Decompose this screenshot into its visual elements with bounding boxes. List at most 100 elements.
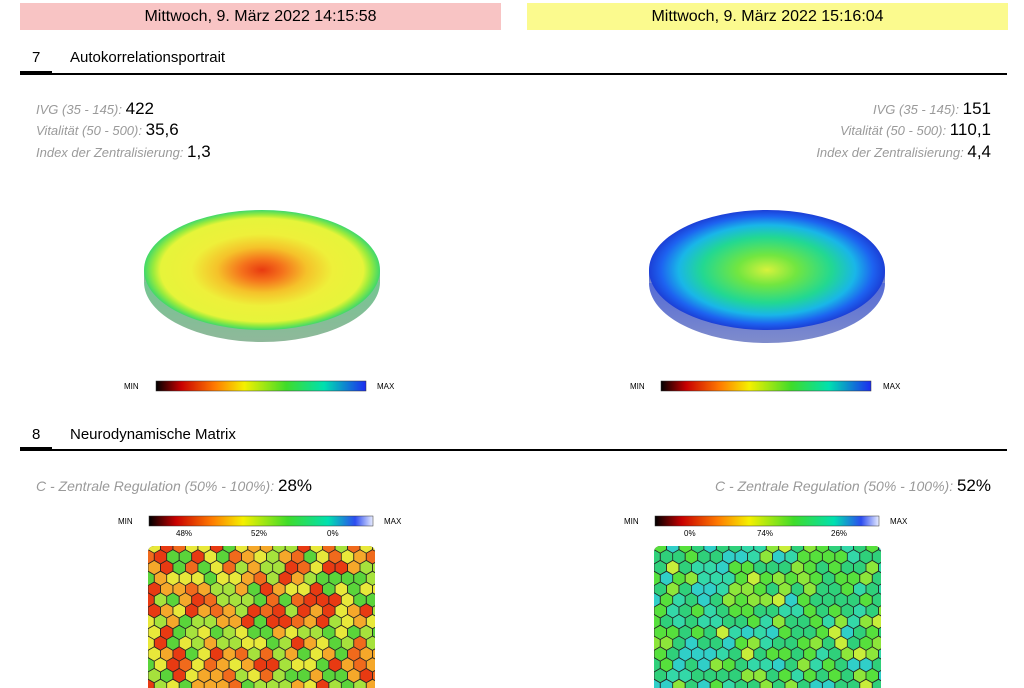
matrix-cell xyxy=(679,604,691,618)
matrix-cell xyxy=(379,572,391,585)
matrix-cell xyxy=(810,550,822,564)
matrix-cell xyxy=(698,593,710,607)
matrix-cell xyxy=(642,604,654,617)
matrix-cell xyxy=(298,604,310,618)
matrix-cell xyxy=(847,593,860,607)
matrix-cell xyxy=(366,593,375,607)
matrix-cell xyxy=(210,560,223,575)
matrix-cell xyxy=(304,571,316,586)
matrix-cell xyxy=(242,571,254,586)
matrix-cell xyxy=(372,668,375,683)
matrix-cell xyxy=(654,582,666,596)
matrix-cell xyxy=(872,679,881,688)
matrix-cell xyxy=(298,647,310,661)
matrix-cell xyxy=(754,582,766,596)
matrix-cell xyxy=(160,647,173,661)
matrix-cell xyxy=(885,572,897,585)
matrix-cell xyxy=(704,604,716,618)
matrix-cell xyxy=(179,658,192,672)
matrix-cell xyxy=(772,658,785,672)
matrix-cell xyxy=(198,604,210,618)
matrix-cell xyxy=(210,546,223,553)
matrix-cell xyxy=(679,560,691,575)
left-central-regulation-label: C - Zentrale Regulation (50% - 100%): xyxy=(36,478,275,494)
matrix-cell xyxy=(804,560,816,575)
matrix-cell xyxy=(235,625,248,640)
matrix-cell xyxy=(223,647,235,661)
matrix-cell xyxy=(735,679,748,688)
matrix-cell xyxy=(217,658,229,672)
matrix-cell xyxy=(192,636,204,650)
matrix-cell xyxy=(248,546,260,553)
matrix-cell xyxy=(710,614,723,629)
matrix-cell xyxy=(179,614,192,629)
matrix-cell xyxy=(766,625,779,640)
matrix-cell xyxy=(210,625,223,640)
matrix-cell xyxy=(304,679,316,688)
matrix-cell xyxy=(779,668,791,683)
matrix-cell xyxy=(298,560,310,575)
matrix-cell xyxy=(323,668,335,683)
matrix-cell xyxy=(654,550,660,564)
section-7-number: 7 xyxy=(32,49,41,66)
matrix-cell xyxy=(847,614,860,629)
matrix-cell xyxy=(748,679,760,688)
matrix-cell xyxy=(254,679,266,688)
matrix-cell xyxy=(310,625,323,640)
matrix-cell xyxy=(160,604,173,618)
matrix-cell xyxy=(310,546,323,553)
matrix-cell xyxy=(654,636,660,650)
right-neurodynamic-matrix xyxy=(642,539,897,688)
matrix-cell xyxy=(173,668,185,683)
left-index-value: 1,3 xyxy=(187,142,211,161)
matrix-cell xyxy=(673,614,685,629)
matrix-cell xyxy=(642,539,654,552)
matrix-cell xyxy=(242,658,254,672)
matrix-cell xyxy=(173,647,185,661)
matrix-cell xyxy=(666,582,679,596)
matrix-cell xyxy=(885,550,897,563)
matrix-cell xyxy=(329,658,341,672)
matrix-cell xyxy=(185,604,198,618)
matrix-cell xyxy=(304,614,316,629)
matrix-cell xyxy=(167,593,179,607)
matrix-cell xyxy=(804,668,816,683)
matrix-cell xyxy=(136,604,148,617)
matrix-cell xyxy=(673,679,685,688)
matrix-cell xyxy=(779,604,791,618)
matrix-cell xyxy=(354,593,366,607)
matrix-cell xyxy=(797,593,810,607)
matrix-cell xyxy=(316,593,329,607)
matrix-cell xyxy=(248,625,260,640)
matrix-cell xyxy=(810,571,822,586)
matrix-cell xyxy=(654,658,660,672)
matrix-cell xyxy=(316,571,329,586)
left-matrix-pct-c: 0% xyxy=(327,529,339,538)
right-index-label: Index der Zentralisierung: xyxy=(816,145,964,160)
matrix-cell xyxy=(266,571,279,586)
matrix-cell xyxy=(136,539,148,552)
matrix-cell xyxy=(698,614,710,629)
matrix-cell xyxy=(360,647,372,661)
matrix-cell xyxy=(160,668,173,683)
matrix-cell xyxy=(766,582,779,596)
matrix-cell xyxy=(854,647,866,661)
matrix-cell xyxy=(779,582,791,596)
matrix-cell xyxy=(872,658,881,672)
matrix-cell xyxy=(679,647,691,661)
section-8-number-underline xyxy=(20,447,52,450)
matrix-cell xyxy=(666,560,679,575)
matrix-cell xyxy=(723,636,735,650)
matrix-cell xyxy=(673,658,685,672)
matrix-cell xyxy=(716,625,729,640)
matrix-cell xyxy=(304,550,316,564)
matrix-cell xyxy=(835,593,847,607)
matrix-cell xyxy=(654,604,666,618)
matrix-cell xyxy=(860,636,872,650)
matrix-cell xyxy=(260,668,273,683)
matrix-cell xyxy=(229,550,242,564)
matrix-cell xyxy=(279,550,291,564)
matrix-cell xyxy=(666,625,679,640)
matrix-cell xyxy=(198,546,210,553)
matrix-cell xyxy=(847,658,860,672)
